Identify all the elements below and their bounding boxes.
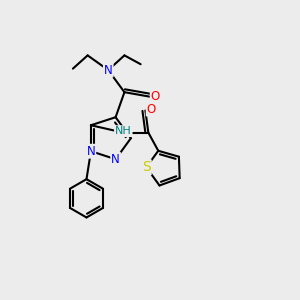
- Text: N: N: [111, 153, 120, 166]
- Text: NH: NH: [115, 126, 132, 136]
- Text: N: N: [86, 145, 95, 158]
- Text: S: S: [142, 160, 151, 174]
- Text: O: O: [147, 103, 156, 116]
- Text: O: O: [151, 90, 160, 103]
- Text: N: N: [104, 64, 112, 76]
